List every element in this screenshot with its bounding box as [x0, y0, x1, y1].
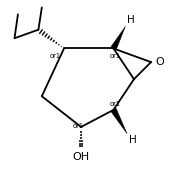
Text: or1: or1	[73, 123, 84, 129]
Text: H: H	[127, 15, 135, 25]
Text: or1: or1	[110, 101, 121, 107]
Text: H: H	[129, 136, 137, 146]
Text: or1: or1	[109, 53, 120, 59]
Text: O: O	[155, 57, 164, 67]
Text: or1: or1	[50, 53, 61, 59]
Polygon shape	[111, 108, 127, 134]
Text: OH: OH	[73, 152, 90, 162]
Polygon shape	[111, 26, 125, 50]
